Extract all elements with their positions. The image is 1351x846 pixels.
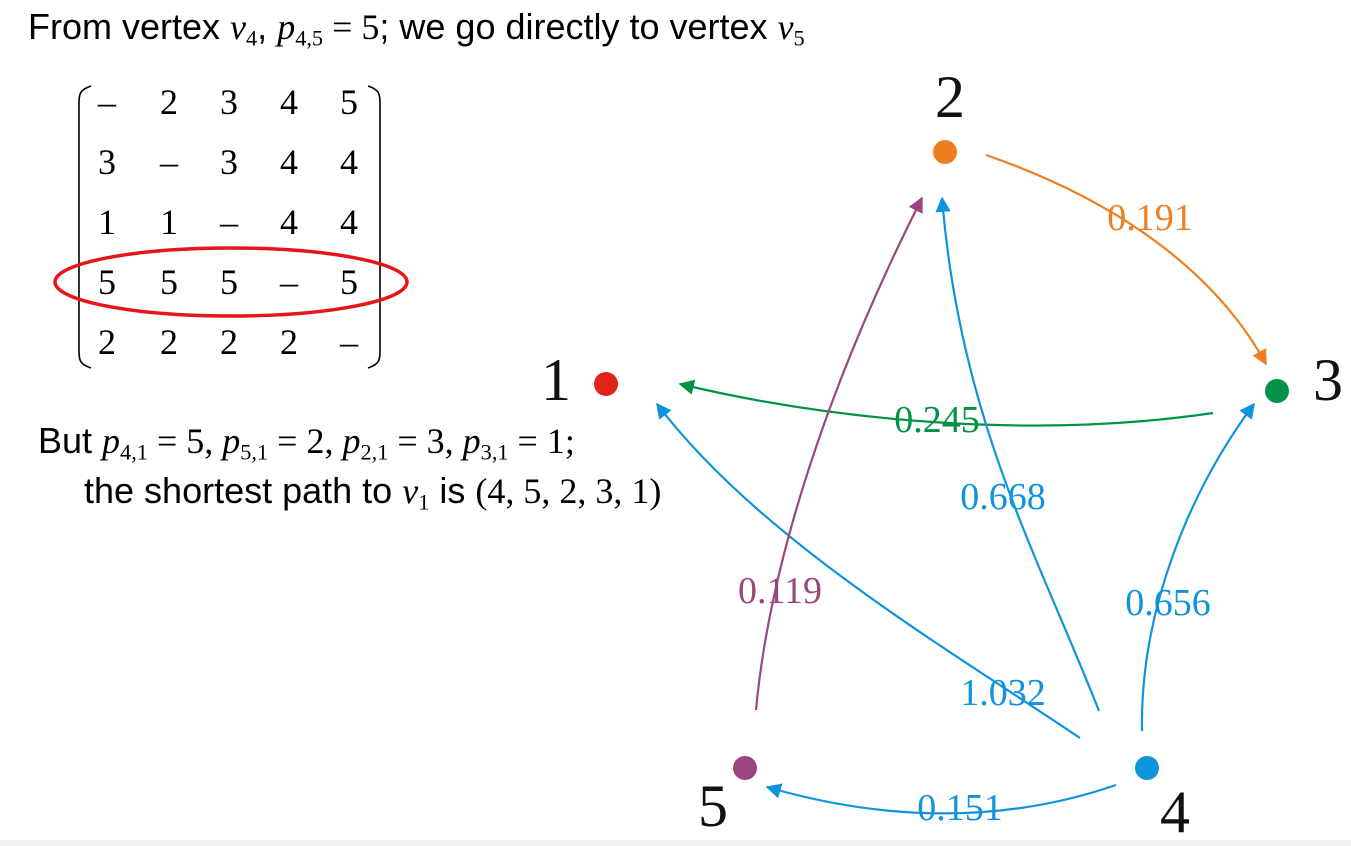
- node-4: [1135, 756, 1159, 780]
- term-sub: 2,1: [360, 439, 389, 465]
- term-end: ;: [564, 421, 575, 461]
- line2-v: v: [402, 471, 419, 511]
- matrix-cell: 2: [98, 322, 116, 362]
- header-v2-sub: 5: [793, 25, 805, 51]
- term-p: p: [102, 421, 121, 461]
- term-eq: = 5: [147, 421, 205, 461]
- header-prefix: From vertex: [28, 6, 231, 47]
- matrix-cell: 1: [98, 202, 116, 242]
- edge-4-to-2: [935, 196, 1101, 712]
- edge-weight-label: 0.191: [1107, 197, 1193, 239]
- node-label: 5: [698, 773, 728, 839]
- matrix-cell: 5: [340, 82, 358, 122]
- matrix-cell: 4: [340, 202, 358, 242]
- footer-bar: [0, 840, 1351, 846]
- term-sub: 3,1: [480, 439, 509, 465]
- matrix-cell: –: [280, 262, 298, 302]
- line2-prefix: the shortest path to: [84, 470, 403, 511]
- edge-2-to-3: [985, 153, 1267, 366]
- node-1: [594, 372, 618, 396]
- matrix-cell: 4: [280, 82, 298, 122]
- matrix-cell: 1: [160, 202, 178, 242]
- header-v2: v: [777, 7, 794, 47]
- matrix-brackets: [53, 85, 409, 369]
- matrix-cell: 5: [98, 262, 116, 302]
- term-p: p: [462, 421, 481, 461]
- header-suffix: ; we go directly to vertex: [379, 6, 778, 47]
- header-v-sub: 4: [246, 25, 258, 51]
- edge-4-to-1: [656, 402, 1081, 739]
- term-sub: 4,1: [120, 439, 148, 465]
- node-label: 2: [935, 64, 965, 130]
- edge-weight-label: 0.245: [894, 399, 980, 441]
- line2-v-sub: 1: [418, 489, 430, 515]
- matrix-cell: 2: [220, 322, 238, 362]
- matrix-cell: –: [98, 82, 116, 122]
- term-sep: ,: [204, 421, 223, 461]
- matrix-cell: 4: [280, 202, 298, 242]
- matrix-cell: 2: [160, 82, 178, 122]
- header-text: From vertex v4, p4,5 = 5; we go directly…: [28, 6, 805, 52]
- edge-weight-label: 0.656: [1125, 582, 1211, 624]
- term-sep: ,: [444, 421, 463, 461]
- matrix-cell: 5: [340, 262, 358, 302]
- node-label: 4: [1160, 779, 1190, 845]
- left-bracket: [78, 85, 92, 369]
- matrix-cell: 5: [160, 262, 178, 302]
- term-eq: = 2: [268, 421, 325, 461]
- term-sep: ,: [324, 421, 343, 461]
- node-5: [733, 756, 757, 780]
- matrix-cell: 4: [340, 142, 358, 182]
- matrix-cell: 3: [220, 142, 238, 182]
- predecessor-matrix: – 2 3 4 5 3 – 3 4 4 1 1 – 4 4 5 5 5 – 5 2 2 2 2 –: [53, 80, 409, 372]
- node-3: [1265, 379, 1289, 403]
- line2-is: is: [429, 470, 476, 511]
- header-p-sub: 4,5: [295, 25, 324, 51]
- header-eq: = 5: [323, 7, 380, 47]
- header-p: p: [277, 7, 296, 47]
- right-bracket: [367, 85, 381, 369]
- term-p: p: [222, 421, 241, 461]
- edge-4-to-3: [1140, 402, 1255, 732]
- matrix-cell: 2: [280, 322, 298, 362]
- matrix-cell: 3: [98, 142, 116, 182]
- edge-weight-label: 0.668: [960, 476, 1046, 518]
- edge-weight-label: 1.032: [960, 672, 1046, 714]
- edge-4-to-5: [765, 783, 1117, 815]
- matrix-cell: –: [220, 202, 238, 242]
- shortest-path: (4, 5, 2, 3, 1): [475, 471, 662, 511]
- node-2: [933, 140, 957, 164]
- matrix-cell: 5: [220, 262, 238, 302]
- edge-weight-label: 0.151: [917, 787, 1003, 829]
- explanation-line-1: But p4,1 = 5, p5,1 = 2, p2,1 = 3, p3,1 =…: [38, 420, 575, 466]
- explanation-but: But: [38, 420, 103, 461]
- matrix-cell: –: [160, 142, 178, 182]
- explanation-line-2: the shortest path to v1 is (4, 5, 2, 3, …: [84, 470, 661, 516]
- term-eq: = 1: [508, 421, 565, 461]
- term-p: p: [342, 421, 361, 461]
- edge-3-to-1: [678, 379, 1214, 427]
- node-label: 1: [541, 347, 571, 413]
- highlight-ellipse: [53, 246, 409, 318]
- matrix-cell: 2: [160, 322, 178, 362]
- header-comma: ,: [257, 6, 278, 47]
- matrix-cell: 4: [280, 142, 298, 182]
- header-v: v: [230, 7, 247, 47]
- edge-5-to-2: [754, 196, 923, 711]
- matrix-cell: –: [340, 322, 358, 362]
- edge-weight-label: 0.119: [738, 570, 822, 612]
- term-sub: 5,1: [240, 439, 269, 465]
- term-eq: = 3: [388, 421, 445, 461]
- node-label: 3: [1313, 347, 1343, 413]
- matrix-cell: 3: [220, 82, 238, 122]
